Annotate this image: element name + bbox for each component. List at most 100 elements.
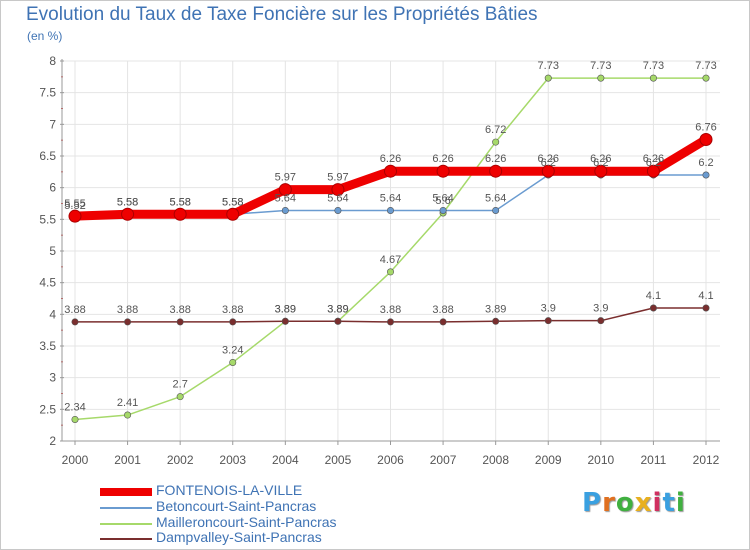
logo-letter-2: o xyxy=(615,488,635,518)
data-label-betoncourt-2001: 5.58 xyxy=(117,196,138,208)
data-label-mailleroncourt-2010: 7.73 xyxy=(590,60,611,72)
point-mailleroncourt-2009 xyxy=(544,74,552,82)
point-fontenois-2008 xyxy=(489,164,503,178)
data-label-dampvalley-2011: 4.1 xyxy=(646,290,661,302)
point-fontenois-2012 xyxy=(699,133,713,147)
y-tick-label-1: 2.5 xyxy=(39,402,56,416)
data-label-fontenois-2001: 5.58 xyxy=(117,196,138,208)
point-dampvalley-2009 xyxy=(544,317,552,325)
legend-swatch-mailleroncourt xyxy=(100,523,152,525)
legend-swatch-fontenois xyxy=(100,488,152,496)
data-label-fontenois-2000: 5.55 xyxy=(64,198,85,210)
x-tick-label-10: 2010 xyxy=(587,453,614,467)
point-dampvalley-2012 xyxy=(702,304,710,312)
point-dampvalley-2001 xyxy=(124,318,132,326)
data-label-fontenois-2011: 6.26 xyxy=(643,153,664,165)
point-mailleroncourt-2003 xyxy=(229,358,237,366)
point-dampvalley-2006 xyxy=(386,318,394,326)
data-label-betoncourt-2009: 6.2 xyxy=(541,157,556,169)
data-label-betoncourt-2006: 5.64 xyxy=(380,192,401,204)
data-label-betoncourt-2000: 5.52 xyxy=(64,200,85,212)
point-fontenois-2001 xyxy=(121,207,135,221)
point-mailleroncourt-2006 xyxy=(386,268,394,276)
data-label-mailleroncourt-2011: 7.73 xyxy=(643,60,664,72)
y-tick-label-11: 7.5 xyxy=(39,86,56,100)
point-dampvalley-2000 xyxy=(71,318,79,326)
data-label-fontenois-2010: 6.26 xyxy=(590,153,611,165)
y-tick-label-6: 5 xyxy=(49,244,56,258)
point-betoncourt-2006 xyxy=(386,206,394,214)
logo-letter-4: i xyxy=(652,488,663,518)
data-label-fontenois-2002: 5.58 xyxy=(169,196,190,208)
data-label-dampvalley-2001: 3.88 xyxy=(117,304,138,316)
x-tick-label-6: 2006 xyxy=(377,453,404,467)
x-tick-label-8: 2008 xyxy=(482,453,509,467)
x-tick-label-1: 2001 xyxy=(114,453,141,467)
logo-letter-6: i xyxy=(675,488,686,518)
data-label-dampvalley-2009: 3.9 xyxy=(541,303,556,315)
point-dampvalley-2011 xyxy=(649,304,657,312)
data-label-fontenois-2003: 5.58 xyxy=(222,196,243,208)
point-fontenois-2000 xyxy=(68,209,82,223)
data-label-dampvalley-2005: 3.89 xyxy=(327,303,348,315)
data-label-mailleroncourt-2006: 4.67 xyxy=(380,254,401,266)
y-tick-label-3: 3.5 xyxy=(39,339,56,353)
data-label-dampvalley-2000: 3.88 xyxy=(64,304,85,316)
y-tick-label-5: 4.5 xyxy=(39,276,56,290)
x-tick-label-11: 2011 xyxy=(641,453,667,467)
data-label-betoncourt-2002: 5.58 xyxy=(169,196,190,208)
point-fontenois-2003 xyxy=(226,207,240,221)
data-label-betoncourt-2007: 5.64 xyxy=(432,192,453,204)
data-label-betoncourt-2012: 6.2 xyxy=(698,157,713,169)
x-tick-label-0: 2000 xyxy=(62,453,89,467)
data-label-mailleroncourt-2005: 3.89 xyxy=(327,303,348,315)
data-label-dampvalley-2010: 3.9 xyxy=(593,303,608,315)
x-tick-label-3: 2003 xyxy=(219,453,246,467)
data-label-fontenois-2009: 6.26 xyxy=(538,153,559,165)
x-tick-label-4: 2004 xyxy=(272,453,299,467)
point-fontenois-2011 xyxy=(646,164,660,178)
legend-label-mailleroncourt: Mailleroncourt-Saint-Pancras xyxy=(156,514,337,530)
y-tick-label-9: 6.5 xyxy=(39,149,56,163)
x-tick-label-12: 2012 xyxy=(693,453,720,467)
point-betoncourt-2004 xyxy=(281,206,289,214)
data-label-fontenois-2005: 5.97 xyxy=(327,172,348,184)
data-label-dampvalley-2006: 3.88 xyxy=(380,304,401,316)
data-label-fontenois-2004: 5.97 xyxy=(275,172,296,184)
proxiti-logo: Proxiti xyxy=(582,488,686,518)
logo-letter-5: t xyxy=(662,488,676,518)
x-tick-label-7: 2007 xyxy=(430,453,457,467)
data-label-dampvalley-2007: 3.88 xyxy=(432,304,453,316)
point-mailleroncourt-2002 xyxy=(176,393,184,401)
point-mailleroncourt-2008 xyxy=(492,138,500,146)
data-label-betoncourt-2011: 6.2 xyxy=(646,157,661,169)
point-fontenois-2005 xyxy=(331,183,345,197)
data-label-betoncourt-2003: 5.58 xyxy=(222,196,243,208)
data-label-mailleroncourt-2002: 2.7 xyxy=(173,379,188,391)
data-label-dampvalley-2002: 3.88 xyxy=(169,304,190,316)
data-label-betoncourt-2010: 6.2 xyxy=(593,157,608,169)
data-label-mailleroncourt-2009: 7.73 xyxy=(538,60,559,72)
data-label-mailleroncourt-2012: 7.73 xyxy=(695,60,716,72)
data-label-fontenois-2006: 6.26 xyxy=(380,153,401,165)
legend-label-dampvalley: Dampvalley-Saint-Pancras xyxy=(156,529,322,545)
data-label-mailleroncourt-2001: 2.41 xyxy=(117,397,138,409)
y-tick-label-10: 7 xyxy=(49,117,56,131)
point-betoncourt-2012 xyxy=(702,171,710,179)
point-dampvalley-2010 xyxy=(597,317,605,325)
point-betoncourt-2008 xyxy=(492,206,500,214)
x-tick-label-2: 2002 xyxy=(167,453,194,467)
point-mailleroncourt-2001 xyxy=(124,411,132,419)
point-mailleroncourt-2012 xyxy=(702,74,710,82)
x-tick-label-5: 2005 xyxy=(325,453,352,467)
legend-swatch-betoncourt xyxy=(100,507,152,509)
data-label-mailleroncourt-2007: 5.6 xyxy=(435,195,450,207)
point-betoncourt-2005 xyxy=(334,206,342,214)
data-label-fontenois-2012: 6.76 xyxy=(695,122,716,134)
point-fontenois-2004 xyxy=(278,183,292,197)
y-tick-label-7: 5.5 xyxy=(39,212,56,226)
legend-label-fontenois: FONTENOIS-LA-VILLE xyxy=(156,482,303,498)
point-betoncourt-2007 xyxy=(439,206,447,214)
point-dampvalley-2002 xyxy=(176,318,184,326)
